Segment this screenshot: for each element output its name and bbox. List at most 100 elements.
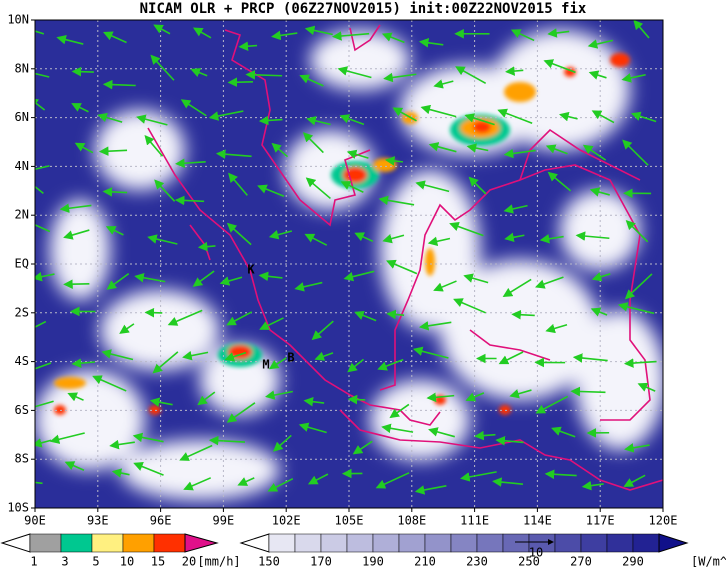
colorbar-box: [346, 533, 374, 553]
wind-arrow: [427, 236, 451, 247]
wind-arrow: [35, 438, 52, 448]
wind-arrow: [433, 280, 457, 292]
wind-arrow: [97, 112, 123, 123]
wind-arrow: [35, 164, 50, 174]
wind-arrow: [492, 477, 524, 487]
wind-arrow: [589, 187, 610, 197]
wind-arrow: [71, 358, 96, 368]
lat-label: 6N: [15, 110, 29, 124]
map-area: [35, 20, 663, 508]
wind-arrow: [271, 142, 289, 158]
wind-arrow: [503, 204, 528, 214]
wind-arrow: [582, 144, 607, 161]
wind-arrow: [179, 444, 213, 461]
lon-label: 120E: [649, 514, 678, 528]
wind-arrow: [305, 177, 331, 200]
wind-arrow: [149, 397, 173, 407]
colorbar-label: 250: [518, 555, 540, 569]
colorbar-box: [91, 533, 124, 553]
wind-arrow: [339, 114, 365, 126]
wind-arrow: [219, 276, 243, 286]
colorbar-box: [29, 533, 62, 553]
wind-arrow: [384, 156, 404, 166]
wind-arrow: [102, 187, 128, 197]
wind-arrow: [377, 358, 404, 371]
wind-arrow: [175, 158, 206, 169]
wind-arrow: [197, 241, 216, 252]
wind-arrow: [302, 132, 324, 154]
wind-arrow: [389, 403, 410, 419]
wind-arrow: [428, 427, 455, 438]
wind-arrow: [383, 72, 417, 83]
lat-label: 10S: [7, 501, 29, 515]
olr-colorbar: 150 170 190 210 230 250 270 290 [W/m^2]: [239, 533, 726, 569]
wind-arrow: [245, 70, 283, 80]
wind-arrow: [35, 224, 51, 233]
wind-arrow: [545, 144, 568, 155]
wind-arrow: [35, 362, 52, 370]
colorbar-box: [122, 533, 155, 553]
wind-arrow: [268, 230, 293, 240]
wind-arrow: [224, 351, 247, 362]
wind-arrow: [167, 309, 203, 326]
wind-arrow: [465, 392, 485, 402]
wind-arrow: [331, 31, 370, 41]
wind-arrow: [426, 392, 455, 403]
wind-arrow: [35, 30, 45, 35]
wind-arrow: [298, 422, 327, 434]
wind-arrow: [267, 477, 294, 492]
wind-arrow: [352, 440, 373, 455]
colorbar-label: 5: [92, 555, 99, 569]
wind-arrow: [227, 77, 253, 88]
wind-arrow: [265, 390, 293, 400]
wind-arrow: [511, 309, 535, 320]
lat-label: 6S: [15, 403, 29, 417]
wind-arrow: [343, 270, 375, 282]
wind-arrow: [617, 302, 655, 315]
colorbar-label: 290: [622, 555, 644, 569]
wind-arrow: [208, 110, 244, 121]
wind-arrow: [637, 382, 656, 392]
colorbar-label: 20: [182, 555, 196, 569]
wind-arrow: [354, 310, 377, 322]
colorbar-box: [320, 533, 348, 553]
wind-arrow: [535, 276, 564, 289]
wind-arrow: [510, 29, 535, 42]
colorbar-label: 190: [362, 555, 384, 569]
wind-arrow: [71, 103, 89, 113]
wind-arrow: [258, 115, 283, 126]
wind-arrow: [623, 474, 646, 487]
wind-arrow: [35, 185, 44, 194]
wind-arrow: [414, 485, 447, 495]
wind-arrow: [74, 142, 94, 154]
wind-arrow: [92, 375, 127, 392]
wind-arrow: [464, 113, 495, 126]
wind-arrow: [102, 31, 127, 44]
colorbar-box: [476, 533, 504, 553]
wind-arrow: [587, 39, 614, 49]
wind-arrow: [35, 481, 43, 485]
wind-arrow: [71, 66, 94, 77]
wind-arrow: [150, 54, 175, 81]
colorbar-label: 3: [61, 555, 68, 569]
wind-arrow: [228, 172, 248, 196]
wind-arrow: [56, 34, 84, 45]
wind-arrow: [258, 271, 283, 282]
lon-label: 114E: [523, 514, 552, 528]
wind-arrow: [215, 149, 252, 160]
wind-arrow: [630, 111, 657, 123]
wind-arrow: [306, 116, 331, 126]
colorbar-label: 15: [151, 555, 165, 569]
colorbar-box: [580, 533, 608, 553]
wind-arrow: [152, 351, 179, 374]
wind-arrow: [418, 38, 444, 48]
lon-label: 108E: [397, 514, 426, 528]
wind-arrow: [106, 272, 130, 290]
colorbar-label: 270: [570, 555, 592, 569]
wind-arrow: [153, 24, 171, 35]
wind-arrow: [208, 435, 245, 446]
wind-arrow: [591, 272, 611, 282]
colorbar-box: [554, 533, 582, 553]
wind-arrow: [463, 273, 489, 284]
